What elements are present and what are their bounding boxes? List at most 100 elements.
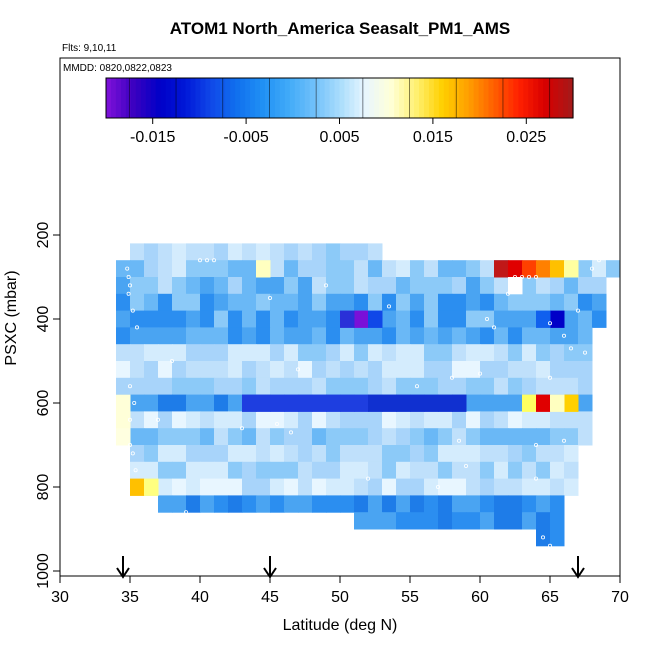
y-tick-label: 1000 <box>35 553 52 589</box>
heatmap-cell <box>368 277 383 295</box>
heatmap-cell <box>410 445 425 463</box>
colorbar-segment <box>369 78 375 118</box>
heatmap-cell <box>242 293 257 312</box>
heatmap-cell <box>312 461 327 480</box>
heatmap-cell <box>172 260 187 278</box>
heatmap-cell <box>564 445 579 463</box>
heatmap-cell <box>410 428 425 446</box>
heatmap-cell <box>284 428 299 446</box>
y-tick-label: 400 <box>35 306 52 333</box>
heatmap-cell-highlight <box>354 310 369 328</box>
heatmap-cell <box>284 361 299 379</box>
heatmap-cell <box>522 293 537 312</box>
heatmap-cell <box>480 428 495 446</box>
colorbar-segment <box>260 78 266 118</box>
sample-marker <box>148 237 153 242</box>
heatmap-cell <box>326 445 341 463</box>
heatmap-cell <box>172 344 187 362</box>
heatmap-cell <box>410 512 425 530</box>
colorbar-segment <box>279 78 286 118</box>
heatmap-cell <box>396 293 411 312</box>
heatmap-cell <box>326 361 341 379</box>
colorbar-tick-label: -0.005 <box>223 129 268 146</box>
heatmap-cell-highlight <box>522 394 537 412</box>
heatmap-cell-highlight <box>368 310 383 328</box>
colorbar-segment <box>170 78 177 118</box>
heatmap-cell <box>172 361 187 379</box>
heatmap-cell-highlight <box>522 260 537 278</box>
sample-marker <box>562 438 567 443</box>
heatmap-cell <box>508 512 523 530</box>
sample-marker <box>463 463 468 468</box>
colorbar-segment <box>140 78 147 118</box>
heatmap-cell <box>186 495 201 513</box>
heatmap-cell <box>550 495 565 513</box>
sample-marker <box>576 308 581 313</box>
sample-marker <box>239 426 244 431</box>
colorbar-segment <box>289 78 296 118</box>
heatmap-cell <box>396 411 411 429</box>
heatmap-cell <box>508 327 523 345</box>
heatmap-cell <box>424 344 439 362</box>
heatmap-cell <box>578 293 593 312</box>
sample-marker <box>520 274 525 279</box>
heatmap-cell <box>592 310 607 328</box>
colorbar-segment <box>125 78 132 118</box>
heatmap-cell <box>144 344 159 362</box>
colorbar-segment <box>334 78 341 118</box>
colorbar-segment <box>130 78 137 118</box>
heatmap-cell <box>396 512 411 530</box>
sample-marker <box>414 384 419 389</box>
heatmap-cell <box>536 495 551 513</box>
colorbar-segment <box>463 78 470 118</box>
sample-marker <box>435 232 440 237</box>
heatmap-cell <box>466 394 481 412</box>
heatmap-cell <box>158 394 173 412</box>
heatmap-cell <box>480 260 495 278</box>
heatmap-cell <box>396 445 411 463</box>
heatmap-cell <box>452 478 467 496</box>
heatmap-cell <box>354 478 369 496</box>
heatmap-cell <box>312 361 327 379</box>
heatmap-cell <box>298 377 313 396</box>
heatmap-cell <box>578 428 593 446</box>
colorbar-segment <box>195 78 201 118</box>
heatmap-cell <box>452 512 467 530</box>
sample-marker <box>569 346 574 351</box>
heatmap-cell <box>298 277 313 295</box>
heatmap-cell <box>228 310 243 328</box>
colorbar-segment <box>359 78 365 118</box>
heatmap-cell <box>368 512 383 530</box>
heatmap-cell <box>396 428 411 446</box>
heatmap-cell <box>480 411 495 429</box>
heatmap-cell <box>228 461 243 480</box>
heatmap-cell <box>270 478 285 496</box>
x-tick-label: 60 <box>471 589 489 606</box>
heatmap-cell <box>340 344 355 362</box>
sample-marker <box>126 291 131 296</box>
heatmap-cell <box>494 377 509 396</box>
heatmap-cell <box>508 478 523 496</box>
colorbar-segment <box>314 78 321 118</box>
heatmap-cell <box>466 377 481 396</box>
heatmap-cell <box>172 428 187 446</box>
heatmap-cell <box>578 327 593 345</box>
heatmap-cell <box>550 512 565 530</box>
heatmap-cell <box>298 428 313 446</box>
heatmap-cell <box>270 260 285 278</box>
sample-marker <box>267 295 272 300</box>
colorbar-segment <box>414 78 420 118</box>
heatmap-cell <box>424 277 439 295</box>
heatmap-cell <box>536 512 551 530</box>
heatmap-cell <box>354 361 369 379</box>
heatmap-cell <box>340 377 355 396</box>
heatmap-cell <box>284 260 299 278</box>
colorbar-segment <box>488 78 495 118</box>
heatmap-cell <box>410 344 425 362</box>
heatmap-cell <box>270 277 285 295</box>
heatmap-cell <box>144 260 159 278</box>
heatmap-cell <box>368 411 383 429</box>
heatmap-cell <box>200 394 215 412</box>
heatmap-cell <box>340 478 355 496</box>
sample-marker <box>548 321 553 326</box>
